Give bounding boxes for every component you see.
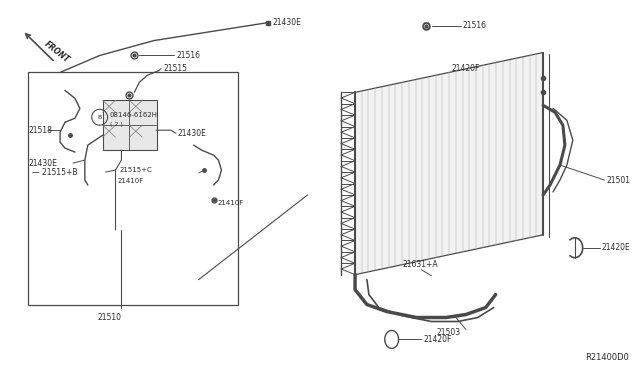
Text: 21518: 21518	[28, 126, 52, 135]
Text: FRONT: FRONT	[42, 40, 71, 65]
Text: 21515: 21515	[163, 64, 187, 73]
Text: 21516: 21516	[463, 21, 487, 30]
Text: 21430E: 21430E	[178, 129, 207, 138]
Text: 21420E: 21420E	[602, 243, 630, 252]
Text: 21410F: 21410F	[118, 178, 144, 184]
Text: 21631+A: 21631+A	[403, 260, 438, 269]
Text: B: B	[97, 115, 102, 120]
Text: 21516: 21516	[177, 51, 201, 60]
Text: R21400D0: R21400D0	[585, 353, 628, 362]
Text: 21430E: 21430E	[28, 158, 58, 167]
Text: 21503: 21503	[436, 328, 460, 337]
Bar	[102, 100, 157, 150]
Text: 21501: 21501	[607, 176, 630, 185]
Text: 08146-6162H: 08146-6162H	[109, 112, 157, 118]
Text: ( 2 ): ( 2 )	[109, 122, 122, 127]
Polygon shape	[355, 52, 543, 275]
Text: — 21515+B: — 21515+B	[33, 167, 78, 177]
Text: 21420F: 21420F	[423, 335, 452, 344]
Text: 21430E: 21430E	[273, 18, 302, 27]
Text: 21420F: 21420F	[451, 64, 479, 73]
Text: 21510: 21510	[97, 313, 122, 322]
Text: 21410F: 21410F	[218, 200, 244, 206]
Bar	[28, 73, 238, 305]
Text: 21515+C: 21515+C	[120, 167, 152, 173]
